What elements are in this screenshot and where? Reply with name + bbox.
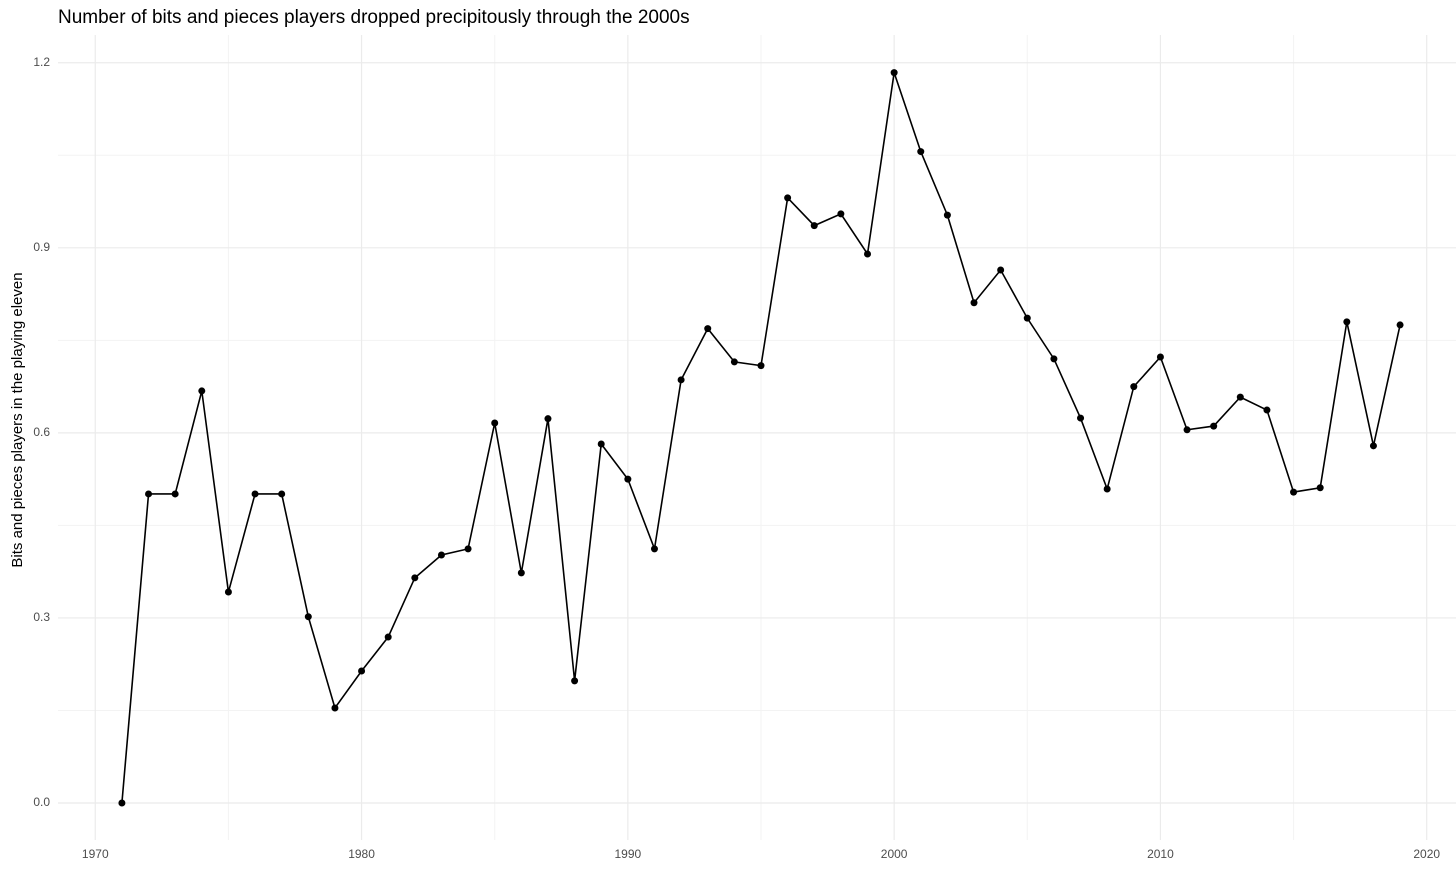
point <box>970 299 978 307</box>
point <box>1236 393 1244 401</box>
point <box>1263 406 1271 414</box>
y-tick-label: 0.0 <box>33 795 50 809</box>
point <box>118 799 126 807</box>
point <box>1343 318 1351 326</box>
point <box>1023 314 1031 322</box>
y-axis-label: Bits and pieces players in the playing e… <box>9 272 26 567</box>
point <box>1396 321 1404 329</box>
point <box>997 266 1005 274</box>
point <box>597 440 605 448</box>
point <box>571 677 579 685</box>
chart-title: Number of bits and pieces players droppe… <box>58 7 690 28</box>
point <box>1183 426 1191 434</box>
point <box>171 490 179 498</box>
point <box>1369 442 1377 450</box>
y-tick-label: 0.6 <box>33 425 50 439</box>
point <box>278 490 286 498</box>
point <box>943 211 951 219</box>
point <box>1290 488 1298 496</box>
point <box>1156 353 1164 361</box>
point <box>1210 422 1218 430</box>
point <box>411 574 419 582</box>
point <box>224 588 232 596</box>
point <box>464 545 472 553</box>
point <box>757 362 765 370</box>
point <box>917 148 925 156</box>
point <box>1050 355 1058 363</box>
x-tick-label: 1970 <box>82 847 109 861</box>
point <box>331 704 339 712</box>
point <box>650 545 658 553</box>
point <box>890 69 898 77</box>
x-tick-label: 2000 <box>881 847 908 861</box>
point <box>1130 383 1138 391</box>
point <box>145 490 153 498</box>
point <box>517 569 525 577</box>
point <box>384 633 392 641</box>
point <box>1103 485 1111 493</box>
y-tick-label: 0.9 <box>33 240 50 254</box>
point <box>704 325 712 333</box>
x-tick-label: 1980 <box>348 847 375 861</box>
point <box>491 419 499 427</box>
point <box>810 222 818 230</box>
x-tick-label: 2010 <box>1147 847 1174 861</box>
point <box>251 490 259 498</box>
point <box>358 667 366 675</box>
point <box>784 194 792 202</box>
y-tick-label: 1.2 <box>33 55 50 69</box>
point <box>437 551 445 559</box>
point <box>1077 414 1085 422</box>
y-tick-label: 0.3 <box>33 610 50 624</box>
x-tick-label: 2020 <box>1413 847 1440 861</box>
point <box>864 250 872 258</box>
point <box>837 210 845 218</box>
point <box>544 415 552 423</box>
point <box>624 475 632 483</box>
point <box>677 376 685 384</box>
point <box>730 358 738 366</box>
x-tick-label: 1990 <box>614 847 641 861</box>
point <box>1316 484 1324 492</box>
point <box>198 387 206 395</box>
point <box>304 613 312 621</box>
